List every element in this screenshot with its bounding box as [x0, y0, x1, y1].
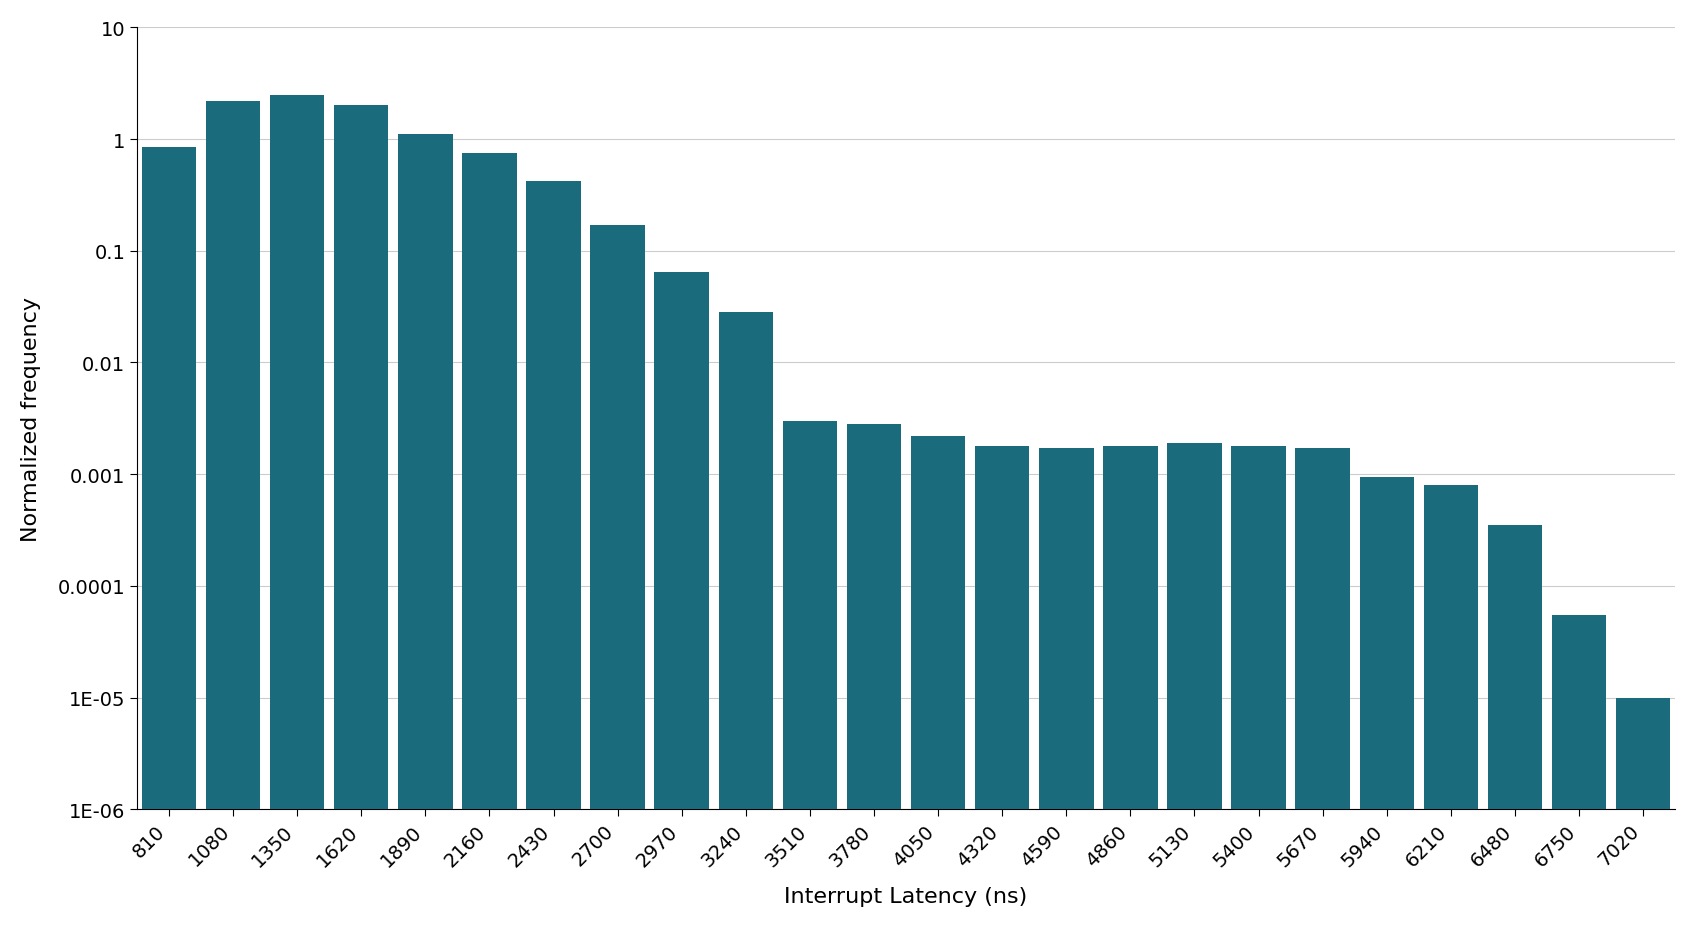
- Bar: [463, 154, 517, 927]
- Bar: [1552, 616, 1606, 927]
- Bar: [1231, 446, 1286, 927]
- Bar: [975, 446, 1029, 927]
- Bar: [1616, 698, 1671, 927]
- Bar: [911, 437, 965, 927]
- X-axis label: Interrupt Latency (ns): Interrupt Latency (ns): [785, 886, 1028, 907]
- Bar: [719, 313, 773, 927]
- Bar: [1360, 477, 1414, 927]
- Bar: [1040, 449, 1094, 927]
- Bar: [334, 107, 388, 927]
- Bar: [590, 226, 644, 927]
- Bar: [399, 135, 453, 927]
- Bar: [846, 425, 901, 927]
- Bar: [782, 422, 838, 927]
- Y-axis label: Normalized frequency: Normalized frequency: [20, 297, 41, 541]
- Bar: [270, 95, 324, 927]
- Bar: [1167, 443, 1221, 927]
- Bar: [1102, 446, 1158, 927]
- Bar: [526, 182, 580, 927]
- Bar: [1423, 486, 1479, 927]
- Bar: [142, 147, 197, 927]
- Bar: [205, 102, 259, 927]
- Bar: [1296, 449, 1350, 927]
- Bar: [655, 273, 709, 927]
- Bar: [1487, 526, 1542, 927]
